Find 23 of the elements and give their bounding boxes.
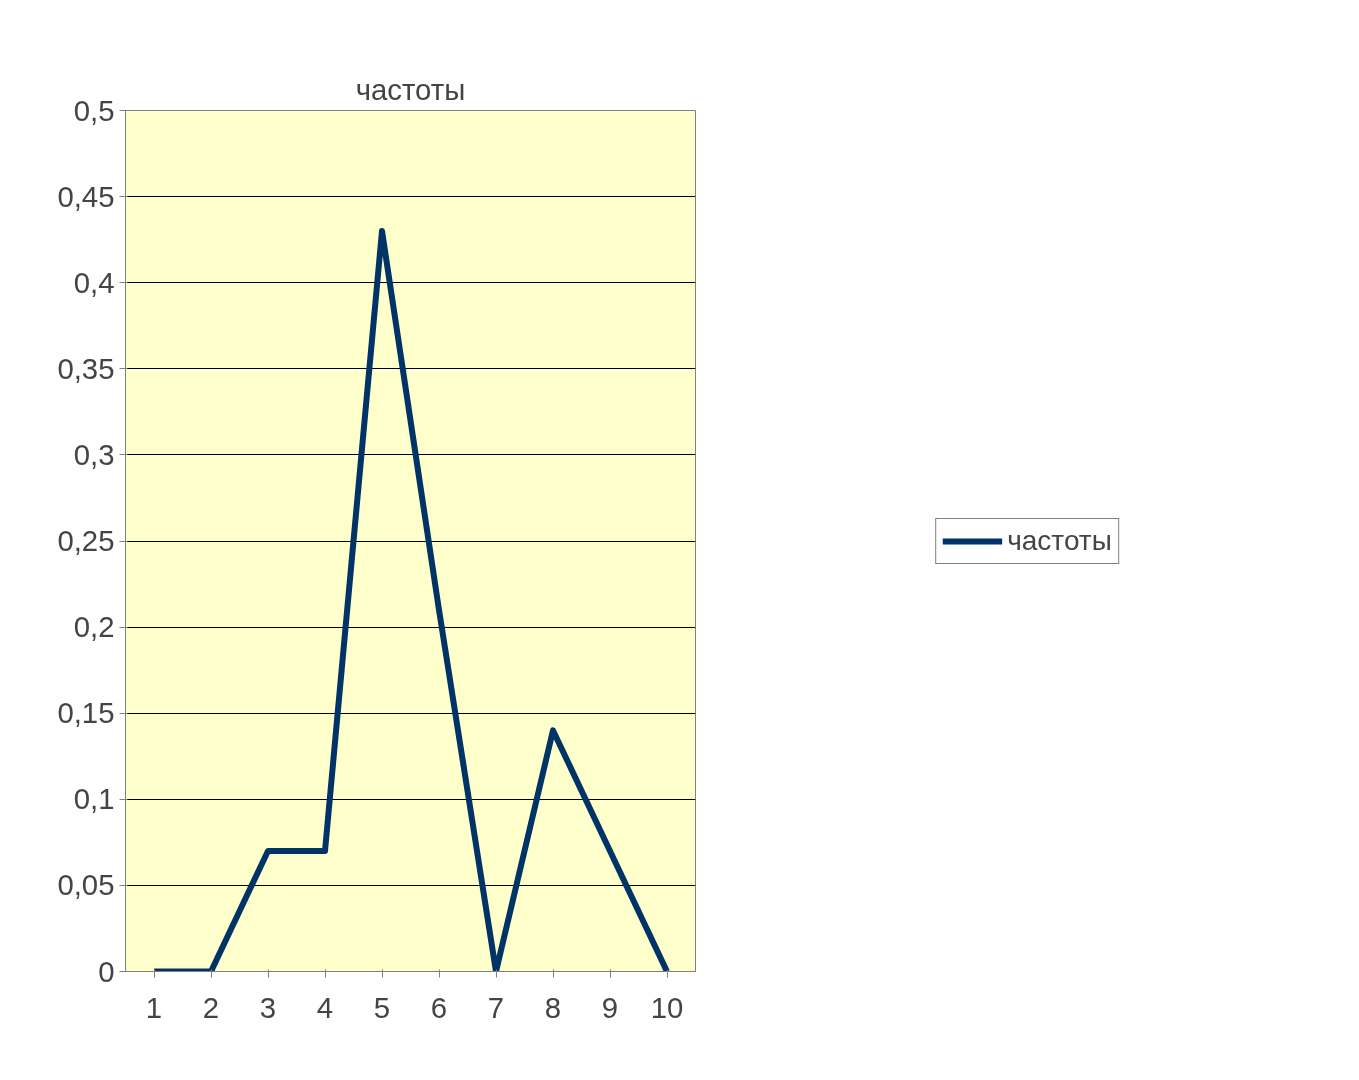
y-tick-label: 0,15: [57, 696, 115, 730]
y-tick-label: 0,2: [73, 610, 115, 644]
x-tick-label: 9: [601, 990, 619, 1024]
y-tick-label: 0,3: [73, 437, 115, 471]
x-tick-label: 2: [202, 990, 220, 1024]
chart-title: частоты: [355, 72, 466, 106]
y-tick-label: 0: [98, 954, 115, 988]
y-tick-label: 0,45: [57, 179, 115, 213]
x-tick-label: 10: [650, 990, 684, 1024]
y-tick-label: 0,5: [73, 93, 115, 127]
y-tick-label: 0,1: [73, 782, 115, 816]
x-tick-label: 6: [430, 990, 448, 1024]
y-tick-label: 0,4: [73, 265, 115, 299]
y-tick-label: 0,05: [57, 868, 115, 902]
x-tick-label: 3: [259, 990, 277, 1024]
y-tick-label: 0,25: [57, 524, 115, 557]
x-tick-label: 7: [487, 990, 505, 1024]
x-tick-label: 5: [373, 990, 391, 1024]
y-tick-label: 0,35: [57, 351, 115, 385]
x-tick-label: 4: [316, 990, 334, 1024]
x-tick-label: 8: [544, 990, 562, 1024]
legend-label: частоты: [1007, 524, 1112, 557]
x-tick-label: 1: [145, 990, 163, 1024]
